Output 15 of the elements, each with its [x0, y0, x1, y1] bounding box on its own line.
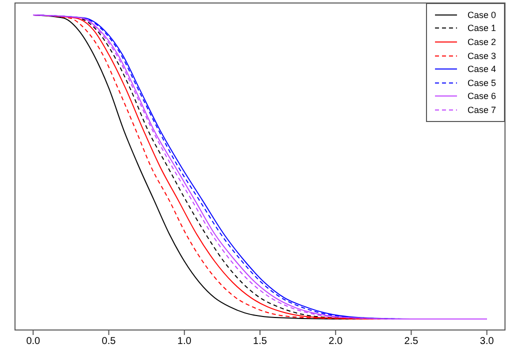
legend-label: Case 0	[467, 10, 496, 20]
x-tick-label: 2.0	[328, 336, 344, 348]
x-tick-label: 2.5	[404, 336, 419, 348]
x-tick-label: 0.0	[26, 336, 41, 348]
legend-label: Case 4	[467, 64, 496, 74]
legend-label: Case 1	[467, 23, 496, 34]
x-tick-label: 3.0	[480, 336, 494, 348]
x-tick-label: 1.0	[177, 336, 192, 348]
legend-label: Case 2	[467, 36, 496, 47]
legend-label: Case 5	[467, 78, 496, 88]
legend-label: Case 6	[467, 91, 496, 102]
legend-label: Case 3	[467, 50, 496, 61]
x-tick-label: 0.5	[102, 336, 116, 348]
legend-label: Case 7	[467, 104, 496, 115]
x-tick-label: 1.5	[253, 336, 268, 348]
